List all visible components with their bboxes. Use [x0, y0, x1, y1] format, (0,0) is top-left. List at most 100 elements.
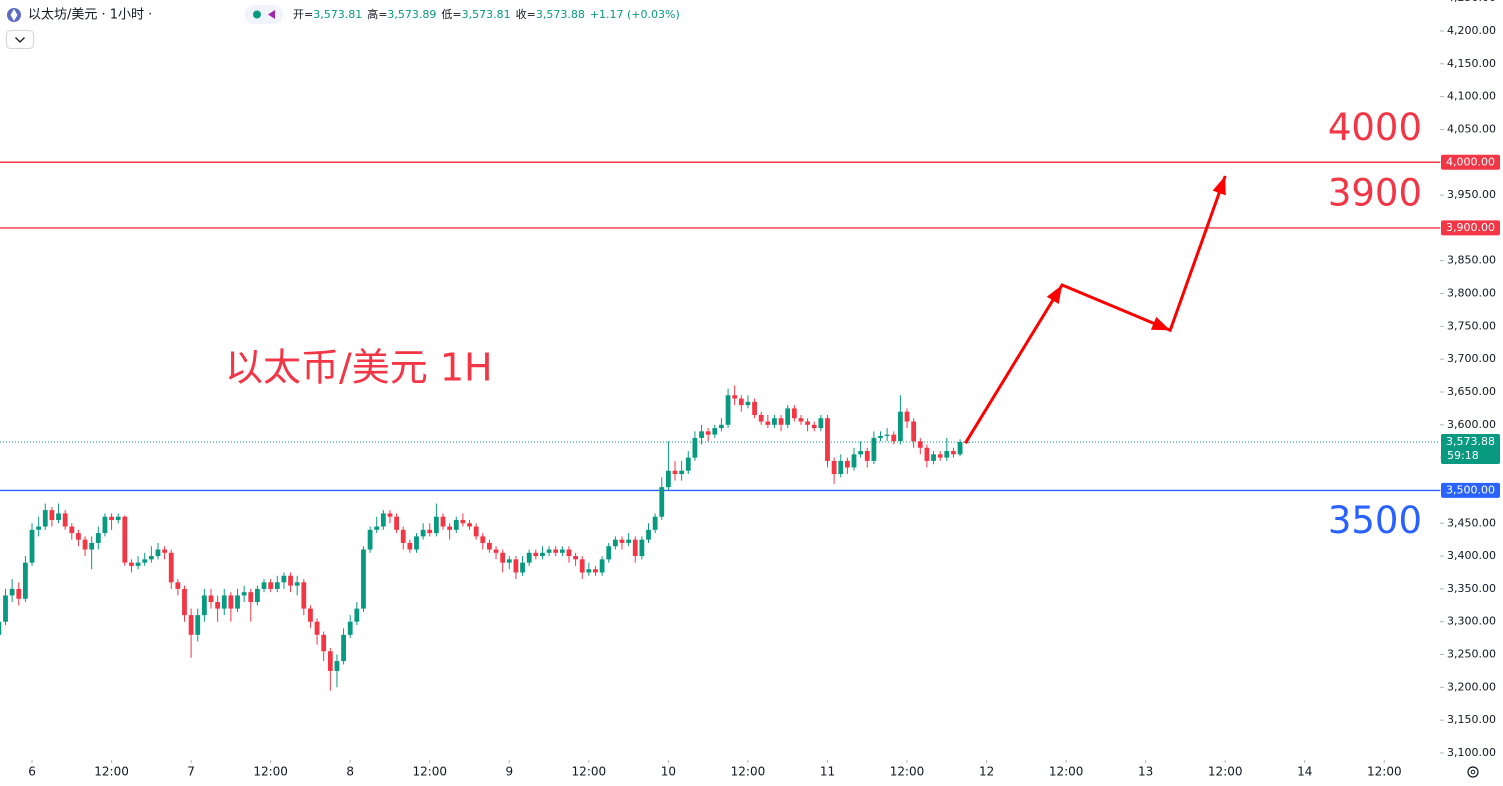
x-tick-label: 12:00 — [253, 765, 288, 779]
x-tick-label: 8 — [346, 765, 354, 779]
candle-body — [612, 539, 618, 547]
candle-body — [579, 559, 585, 573]
level-tag — [1441, 482, 1500, 498]
candle-body — [937, 454, 943, 458]
candle-body — [520, 562, 525, 573]
level-tag-label: 3,900.00 — [1446, 221, 1495, 234]
x-tick-label: 6 — [28, 765, 36, 779]
candle-body — [76, 533, 81, 540]
symbol-title: 以太坊/美元 · 1小时 · — [28, 8, 152, 23]
candle-body — [22, 562, 28, 599]
candle-body — [911, 421, 917, 442]
candle-body — [420, 529, 426, 537]
x-tick-label: 9 — [505, 765, 513, 779]
x-tick-label: 12:00 — [1049, 765, 1084, 779]
candle-body — [871, 437, 877, 461]
last-price-label: 3,573.88 — [1446, 435, 1495, 448]
candle-body — [195, 615, 201, 635]
x-tick-label: 14 — [1297, 765, 1312, 779]
candle-body — [586, 569, 592, 573]
candle-body — [89, 542, 95, 550]
settings-icon[interactable] — [1467, 766, 1479, 778]
candle-body — [646, 529, 651, 540]
candle-body — [268, 582, 274, 589]
x-tick-label: 12:00 — [1367, 765, 1402, 779]
candle-body — [752, 401, 757, 415]
candle-body — [36, 526, 42, 530]
candle-body — [235, 595, 240, 609]
candle-body — [778, 418, 784, 425]
candle-body — [453, 519, 459, 530]
candle-body — [891, 434, 897, 442]
x-tick-label: 11 — [820, 765, 835, 779]
annotation: 以太币/美元 1H — [225, 346, 493, 390]
chevron — [15, 37, 25, 43]
candle-body — [380, 513, 386, 527]
candle-body — [884, 434, 890, 436]
candle-body — [665, 470, 671, 488]
status-icon — [268, 10, 275, 19]
candle-body — [506, 559, 512, 563]
candle-body — [480, 536, 486, 543]
candle-body — [155, 549, 161, 557]
x-tick-label: 7 — [187, 765, 195, 779]
candle-body — [301, 582, 307, 609]
y-tick-label: 3,250.00 — [1447, 648, 1496, 661]
candle-body — [16, 588, 22, 599]
price-axis — [1440, 0, 1503, 786]
candle-body — [288, 575, 293, 586]
x-tick-label: 12:00 — [1208, 765, 1243, 779]
candle-body — [175, 582, 181, 589]
y-tick-label: 3,850.00 — [1447, 254, 1496, 267]
status-pill[interactable] — [245, 5, 283, 24]
candle-body — [447, 526, 453, 530]
candle-body — [228, 595, 234, 609]
candle-body — [619, 539, 625, 543]
candle-body — [904, 411, 910, 422]
candle-body — [758, 414, 764, 422]
candle-body — [679, 470, 685, 475]
countdown-label: 59:18 — [1447, 449, 1479, 462]
candle-body — [738, 398, 744, 406]
candle-body — [387, 513, 393, 517]
candle-body — [566, 549, 572, 557]
candle-body — [374, 526, 380, 530]
collapse-button[interactable] — [6, 30, 34, 49]
candle-body — [361, 549, 366, 609]
candle-body — [414, 536, 419, 550]
candle-body — [626, 539, 632, 543]
candle-body — [573, 556, 578, 560]
candle-body — [864, 451, 870, 461]
candle-body — [49, 510, 55, 520]
y-tick-label: 4,150.00 — [1447, 57, 1496, 70]
candle-body — [818, 418, 824, 429]
last-price-tag — [1441, 433, 1500, 464]
candle-body — [182, 588, 187, 616]
x-tick-label: 12:00 — [731, 765, 766, 779]
candle-body — [314, 621, 320, 635]
candle-body — [705, 431, 711, 435]
x-tick-label: 12:00 — [412, 765, 447, 779]
candle-body — [460, 519, 466, 524]
candle-body — [487, 542, 492, 550]
candle-body — [261, 582, 267, 589]
y-tick-label: 3,300.00 — [1447, 615, 1496, 628]
candle-body — [685, 457, 691, 471]
candle-body — [844, 460, 850, 468]
arrow-head — [1150, 316, 1171, 331]
y-tick-label: 3,750.00 — [1447, 319, 1496, 332]
candle-body — [632, 539, 638, 557]
candle-body — [546, 549, 552, 553]
candle-body — [215, 602, 221, 609]
candle-body — [898, 411, 903, 442]
candle-body — [341, 634, 346, 662]
y-tick-label: 4,100.00 — [1447, 90, 1496, 103]
x-tick-label: 12:00 — [94, 765, 129, 779]
candle-body — [944, 451, 950, 458]
candle-body — [931, 454, 936, 461]
x-tick-label: 10 — [661, 765, 676, 779]
arrow-path — [964, 175, 1227, 444]
candle-body — [725, 395, 731, 425]
ohlc-label: 开= — [293, 8, 313, 21]
y-tick-label: 3,450.00 — [1447, 516, 1496, 529]
